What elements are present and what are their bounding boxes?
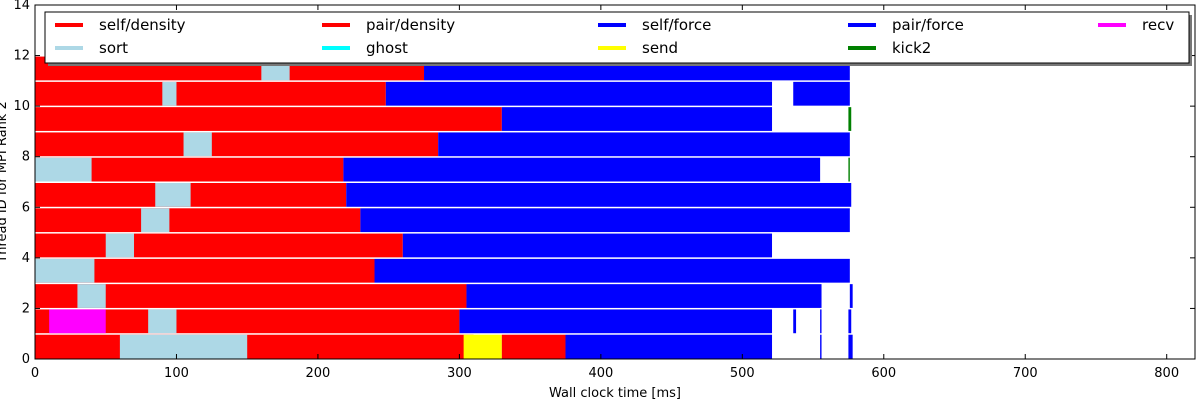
- thread-bars: [35, 56, 853, 359]
- thread-0-sort-bar: [119, 334, 248, 359]
- thread-8-pair-density-bar: [35, 132, 439, 157]
- thread-2-pair-force-bar: [849, 284, 853, 308]
- legend-label: ghost: [366, 39, 408, 57]
- thread-5-pair-density-bar: [35, 208, 361, 233]
- thread-7-pair-density-bar: [35, 157, 344, 182]
- y-tick-label: 8: [22, 150, 30, 165]
- thread-2-sort-bar: [77, 284, 106, 308]
- legend-label: self/force: [642, 16, 711, 34]
- x-tick-label: 600: [871, 366, 896, 381]
- thread-9-kick2-bar: [848, 107, 852, 131]
- thread-2-pair-force-bar: [466, 284, 822, 308]
- thread-1-pair-density-bar: [35, 309, 460, 334]
- legend-box: [44, 11, 1190, 64]
- y-axis-label: Thread ID for MPI Rank 2: [0, 101, 10, 263]
- axis-ticks: 0 100 200 300 400 500 600 700 800 0 2 4 6 8 10 12 14: [13, 0, 1195, 381]
- thread-10-sort-bar: [162, 81, 177, 106]
- thread-1-pair-force-bar: [459, 309, 773, 334]
- legend-label: send: [642, 39, 678, 57]
- x-tick-label: 700: [1013, 366, 1038, 381]
- thread-7-sort-bar: [35, 157, 92, 182]
- legend-label: kick2: [892, 39, 931, 57]
- x-tick-label: 500: [730, 366, 755, 381]
- thread-0-pair-force-bar: [565, 334, 773, 359]
- thread-6-pair-force-bar: [346, 183, 852, 207]
- y-tick-label: 10: [13, 99, 30, 114]
- thread-1-pair-force-bar: [793, 309, 797, 334]
- thread-0-send-bar: [463, 334, 502, 359]
- thread-7-pair-force-bar: [343, 157, 821, 182]
- x-tick-label: 800: [1154, 366, 1179, 381]
- thread-6-sort-bar: [155, 183, 191, 207]
- legend-label: pair/force: [892, 16, 964, 34]
- thread-1-pair-force-bar: [820, 309, 822, 334]
- thread-4-sort-bar: [105, 233, 135, 258]
- x-tick-label: 100: [164, 366, 189, 381]
- thread-3-sort-bar: [35, 258, 95, 283]
- thread-0-pair-density-bar: [35, 334, 474, 359]
- y-tick-label: 6: [22, 200, 30, 215]
- thread-9-pair-density-bar: [35, 107, 502, 131]
- thread-4-pair-density-bar: [35, 233, 403, 258]
- thread-10-pair-force-bar: [385, 81, 773, 106]
- thread-2-pair-density-bar: [35, 284, 467, 308]
- y-tick-label: 14: [13, 0, 30, 13]
- thread-8-pair-force-bar: [438, 132, 850, 157]
- thread-5-pair-force-bar: [360, 208, 850, 233]
- y-tick-label: 4: [22, 251, 30, 266]
- thread-0-pair-density-bar: [501, 334, 566, 359]
- thread-0-pair-force-bar: [820, 334, 822, 359]
- thread-1-pair-force-bar: [848, 309, 852, 334]
- x-tick-label: 200: [306, 366, 331, 381]
- thread-3-pair-force-bar: [374, 258, 850, 283]
- plot-frame: [34, 4, 1196, 360]
- thread-10-pair-force-bar: [793, 81, 850, 106]
- legend-label: self/density: [99, 16, 186, 34]
- x-tick-label: 0: [31, 366, 39, 381]
- y-tick-label: 12: [13, 49, 30, 64]
- thread-1-recv-bar: [49, 309, 106, 334]
- thread-5-sort-bar: [141, 208, 170, 233]
- thread-3-pair-density-bar: [35, 258, 375, 283]
- thread-9-pair-force-bar: [501, 107, 773, 131]
- legend-label: pair/density: [366, 16, 455, 34]
- thread-7-kick2-bar: [848, 157, 850, 182]
- y-tick-label: 0: [22, 352, 30, 367]
- thread-10-pair-density-bar: [35, 81, 386, 106]
- thread-4-pair-force-bar: [402, 233, 773, 258]
- y-tick-label: 2: [22, 301, 30, 316]
- thread-8-sort-bar: [183, 132, 212, 157]
- thread-1-sort-bar: [148, 309, 177, 334]
- x-tick-label: 300: [447, 366, 472, 381]
- legend: self/density pair/density self/force pair/f…: [44, 11, 1192, 66]
- thread-0-pair-force-bar: [848, 334, 853, 359]
- x-axis-label: Wall clock time [ms]: [549, 386, 681, 400]
- legend-label: recv: [1142, 16, 1174, 34]
- x-tick-label: 400: [588, 366, 613, 381]
- legend-label: sort: [99, 39, 128, 57]
